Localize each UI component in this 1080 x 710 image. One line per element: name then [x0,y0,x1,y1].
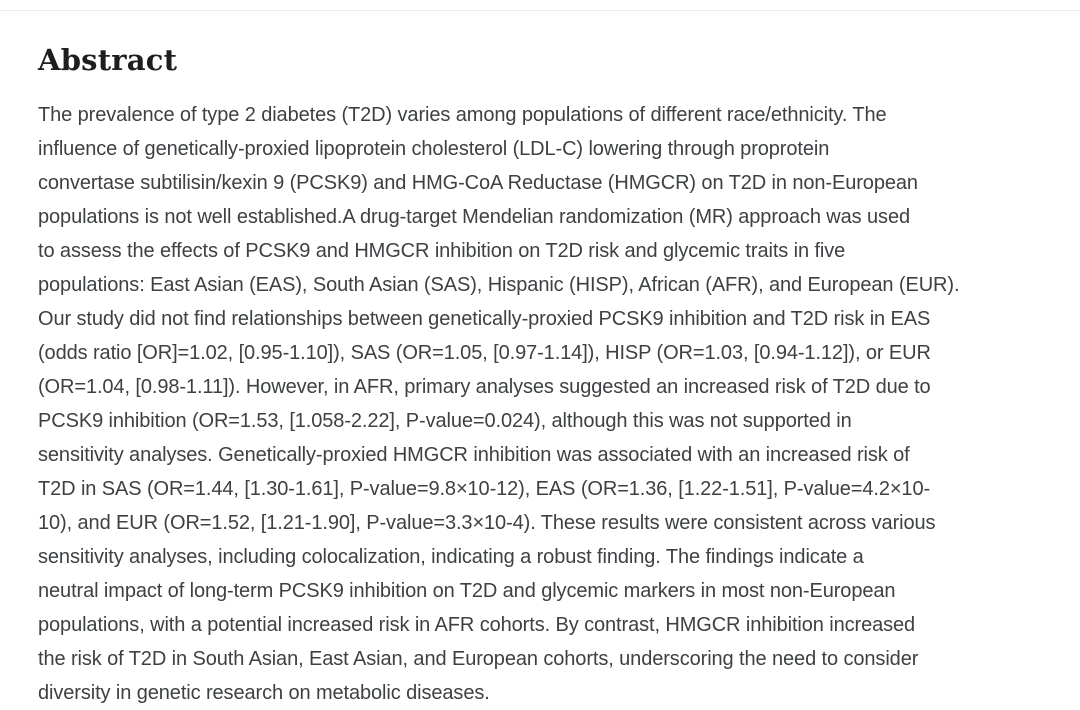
abstract-line: PCSK9 inhibition (OR=1.53, [1.058-2.22],… [38,410,852,432]
abstract-line: T2D in SAS (OR=1.44, [1.30-1.61], P-valu… [38,478,931,500]
abstract-line: 10), and EUR (OR=1.52, [1.21-1.90], P-va… [38,512,936,534]
abstract-line: convertase subtilisin/kexin 9 (PCSK9) an… [38,172,918,194]
abstract-line: influence of genetically-proxied lipopro… [38,138,830,160]
abstract-line: The prevalence of type 2 diabetes (T2D) … [38,104,887,126]
abstract-line: populations is not well established.A dr… [38,206,911,228]
abstract-line: Our study did not find relationships bet… [38,308,931,330]
abstract-line: to assess the effects of PCSK9 and HMGCR… [38,240,846,262]
abstract-line: the risk of T2D in South Asian, East Asi… [38,648,919,670]
top-divider-line [0,10,1080,11]
abstract-line: neutral impact of long-term PCSK9 inhibi… [38,580,896,602]
abstract-line: populations, with a potential increased … [38,614,916,636]
abstract-line: sensitivity analyses, including colocali… [38,546,864,568]
abstract-paragraph: The prevalence of type 2 diabetes (T2D) … [38,98,1052,710]
abstract-line: populations: East Asian (EAS), South Asi… [38,274,960,296]
abstract-line: (odds ratio [OR]=1.02, [0.95-1.10]), SAS… [38,342,931,364]
abstract-line: sensitivity analyses. Genetically-proxie… [38,444,910,466]
abstract-heading: Abstract [38,43,178,77]
abstract-line: diversity in genetic research on metabol… [38,682,490,704]
abstract-line: (OR=1.04, [0.98-1.11]). However, in AFR,… [38,376,931,398]
